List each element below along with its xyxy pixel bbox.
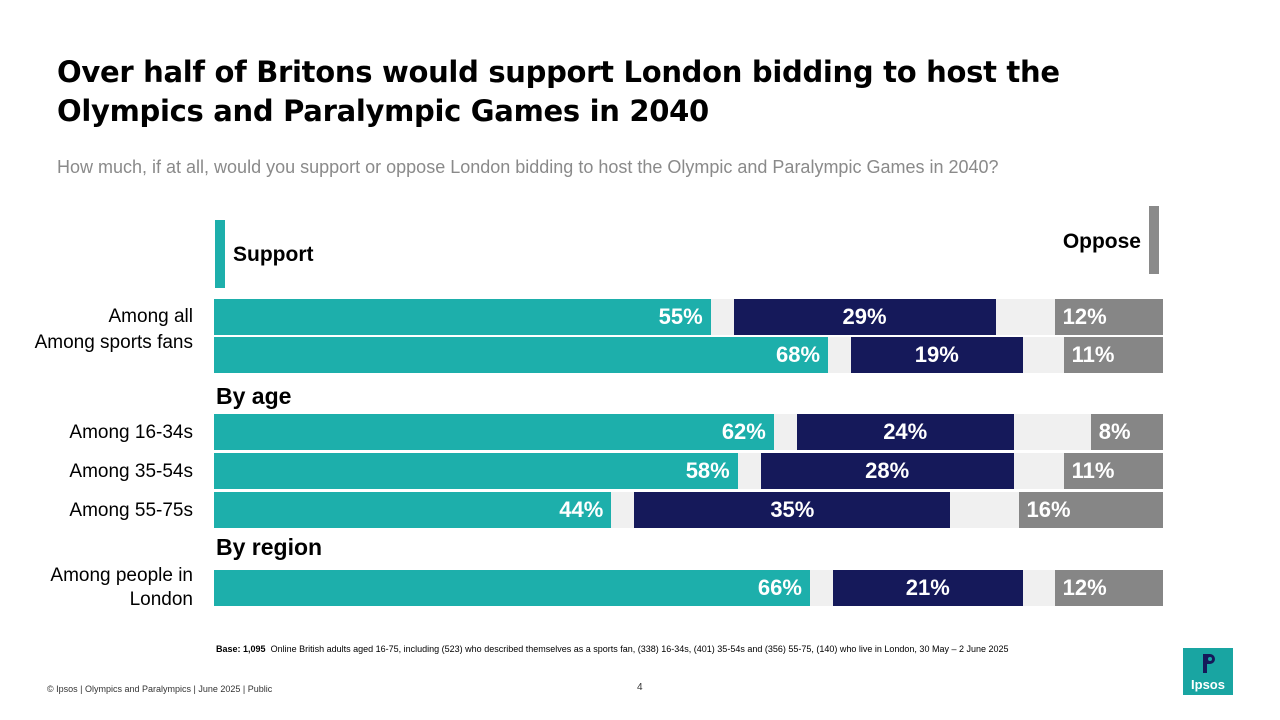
logo-text: Ipsos: [1191, 677, 1225, 692]
ipsos-logo: Ipsos: [1183, 648, 1233, 695]
bar-row-0: 55% 29% 12%: [214, 299, 1163, 335]
page-number: 4: [637, 682, 643, 693]
legend-oppose-swatch: [1149, 206, 1159, 274]
row-label-55-75: Among 55-75s: [69, 500, 193, 521]
bar-support-3: 58%: [214, 453, 738, 489]
data-label-support-0: 55%: [658, 304, 703, 329]
bar-oppose-middle-4: 35%: [634, 492, 951, 528]
bar-oppose-third-1: 11%: [1063, 337, 1163, 373]
legend-support-swatch: [215, 220, 225, 288]
data-label-oppose-middle-4: 35%: [770, 497, 815, 522]
data-label-oppose-middle-1: 19%: [914, 342, 959, 367]
bar-row-1: 68% 19% 11%: [214, 337, 1163, 373]
data-label-support-3: 58%: [685, 458, 730, 483]
row-label-35-54: Among 35-54s: [69, 461, 193, 482]
data-label-support-5: 66%: [757, 575, 802, 600]
bar-oppose-third-0: 12%: [1054, 299, 1163, 335]
bar-oppose-middle-0: 29%: [733, 299, 996, 335]
row-label-sports-fans: Among sports fans: [34, 332, 193, 353]
legend-oppose: Oppose: [1040, 206, 1159, 274]
bar-oppose-third-2: 8%: [1090, 414, 1163, 450]
data-label-support-2: 62%: [721, 419, 766, 444]
footer-text: © Ipsos | Olympics and Paralympics | Jun…: [47, 684, 273, 694]
row-label-london: Among people in London: [50, 565, 193, 610]
bar-oppose-middle-1: 19%: [851, 337, 1023, 373]
bar-oppose-third-3: 11%: [1063, 453, 1163, 489]
bar-oppose-middle-2: 24%: [796, 414, 1014, 450]
bar-oppose-third-5: 12%: [1054, 570, 1163, 606]
bar-support-1: 68%: [214, 337, 829, 373]
data-label-oppose-third-2: 8%: [1098, 419, 1131, 444]
logo-mark-icon: [1203, 654, 1215, 673]
question-subtitle: How much, if at all, would you support o…: [57, 157, 999, 177]
bar-support-0: 55%: [214, 299, 711, 335]
bar-row-3: 58% 28% 11%: [214, 453, 1163, 489]
bar-oppose-middle-5: 21%: [832, 570, 1023, 606]
bar-support-5: 66%: [214, 570, 810, 606]
bar-row-5: 66% 21% 12%: [214, 570, 1163, 606]
data-label-oppose-third-1: 11%: [1071, 342, 1115, 367]
data-label-oppose-third-0: 12%: [1062, 304, 1107, 329]
data-label-oppose-third-3: 11%: [1071, 458, 1115, 483]
section-by-region: By region: [216, 534, 323, 560]
base-note: Base: 1,095 Online British adults aged 1…: [216, 644, 1009, 654]
base-label: Base: 1,095: [216, 644, 266, 654]
page-title: Over half of Britons would support Londo…: [57, 55, 1060, 128]
bar-row-2: 62% 24% 8%: [214, 414, 1163, 450]
data-label-oppose-middle-0: 29%: [842, 304, 887, 329]
bar-oppose-third-4: 16%: [1018, 492, 1163, 528]
bar-support-4: 44%: [214, 492, 612, 528]
section-by-age: By age: [216, 383, 292, 409]
data-label-support-1: 68%: [775, 342, 821, 367]
data-label-oppose-middle-3: 28%: [865, 458, 910, 483]
data-label-oppose-third-4: 16%: [1026, 497, 1071, 522]
data-label-oppose-middle-2: 24%: [883, 419, 928, 444]
row-label-16-34: Among 16-34s: [69, 422, 193, 443]
bar-oppose-middle-3: 28%: [760, 453, 1014, 489]
row-label-all: Among all: [108, 306, 194, 327]
legend-oppose-label: Oppose: [1062, 230, 1141, 253]
bar-support-2: 62%: [214, 414, 774, 450]
data-label-support-4: 44%: [559, 497, 604, 522]
data-label-oppose-middle-5: 21%: [905, 575, 950, 600]
legend-support-label: Support: [233, 243, 314, 266]
data-label-oppose-third-5: 12%: [1062, 575, 1107, 600]
bar-row-4: 44% 35% 16%: [214, 492, 1163, 528]
base-text: Online British adults aged 16-75, includ…: [270, 644, 1009, 654]
